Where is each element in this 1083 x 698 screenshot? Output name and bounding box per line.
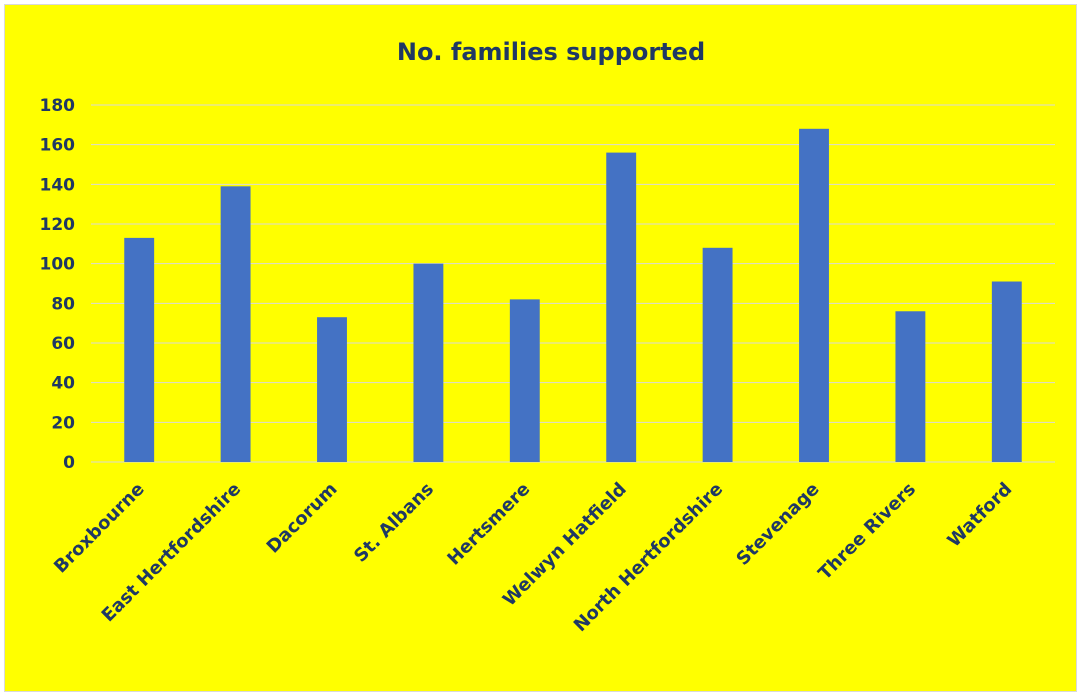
y-axis-tick-labels: 0 20 40 60 80 100 120 140 160 180: [40, 96, 76, 473]
bar-hertsmere: [509, 299, 540, 462]
bars: [124, 128, 1022, 463]
bar-stevenage: [799, 128, 829, 463]
x-tick-label: Dacorum: [263, 479, 342, 558]
bar-st-albans: [413, 263, 444, 462]
y-tick-label: 0: [63, 453, 75, 473]
y-tick-label: 80: [51, 294, 75, 314]
bar-three-rivers: [895, 311, 926, 462]
y-tick-label: 140: [40, 175, 76, 195]
chart-title: No. families supported: [397, 38, 705, 66]
bar-dacorum: [317, 317, 347, 462]
bar-broxbourne: [124, 237, 155, 462]
x-tick-label: Three Rivers: [814, 479, 920, 585]
x-tick-label: Stevenage: [732, 479, 823, 570]
x-tick-label: Broxbourne: [50, 479, 149, 578]
y-tick-label: 120: [40, 215, 76, 235]
y-tick-label: 100: [40, 255, 76, 275]
y-tick-label: 40: [51, 374, 75, 394]
x-tick-label: St. Albans: [350, 479, 438, 567]
bar-north-hertfordshire: [702, 247, 733, 462]
gridlines: [91, 104, 1055, 463]
y-tick-label: 20: [51, 413, 75, 433]
bar-watford: [991, 281, 1022, 462]
chart-area: No. families supported 0 20 40 60 80 100 120 14…: [4, 4, 1077, 692]
y-tick-label: 160: [40, 136, 76, 156]
bar-east-hertfordshire: [220, 186, 251, 463]
x-tick-label: Hertsmere: [443, 479, 534, 570]
y-tick-label: 180: [40, 96, 76, 116]
bar-welwyn-hatfield: [606, 152, 637, 462]
bar-chart: No. families supported 0 20 40 60 80 100 120 14…: [40, 38, 1055, 636]
x-tick-label: Watford: [944, 479, 1017, 552]
y-tick-label: 60: [51, 334, 75, 354]
